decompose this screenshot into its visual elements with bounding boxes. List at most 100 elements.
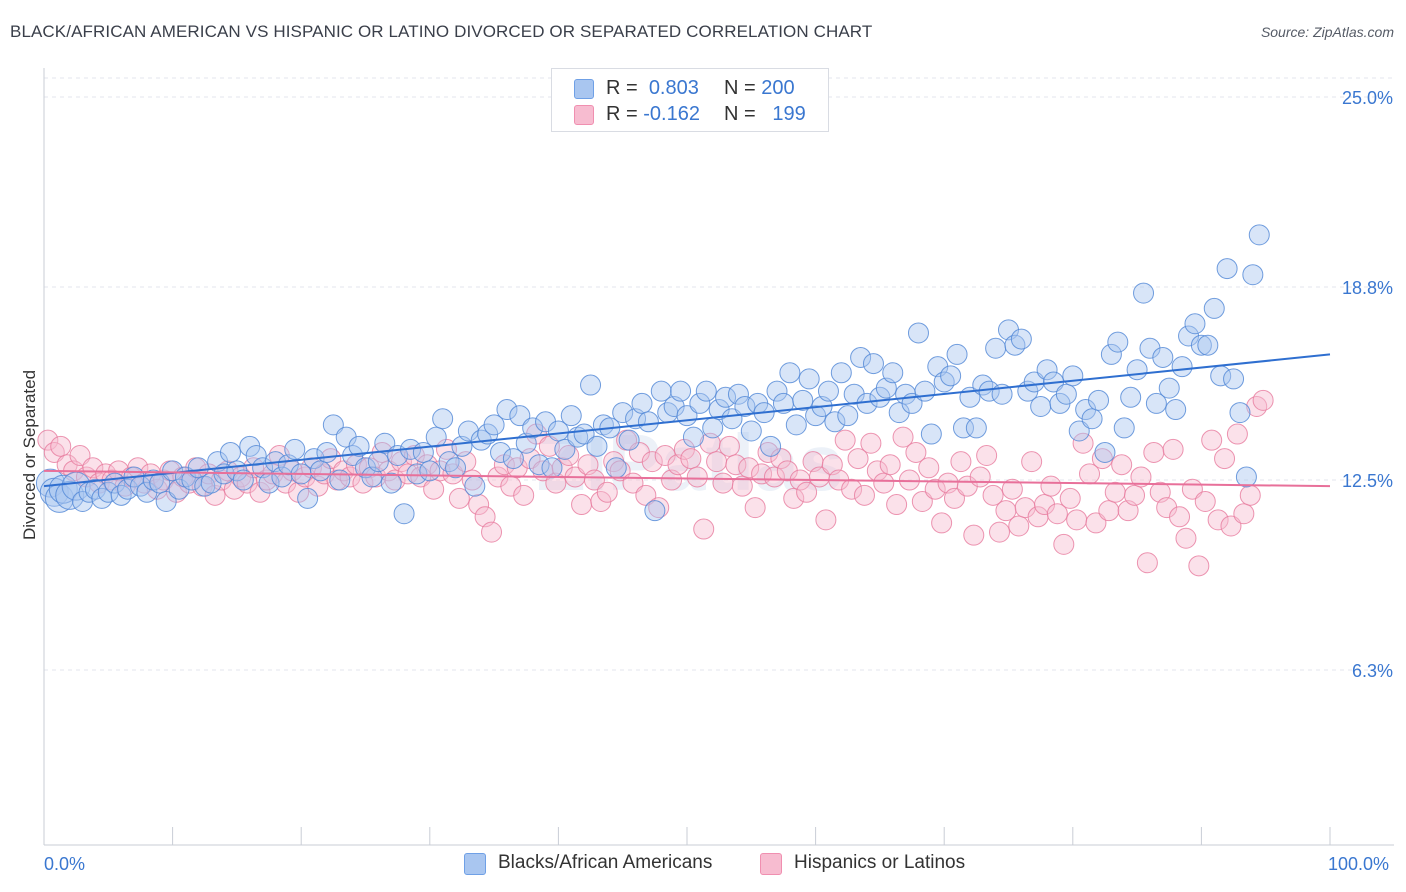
blue-point — [1068, 420, 1090, 442]
pink-point — [738, 457, 760, 479]
pink-point — [307, 475, 329, 497]
pink-point — [1246, 395, 1268, 417]
y-tick-label: 6.3% — [1352, 661, 1393, 681]
blue-point — [1030, 395, 1052, 417]
blue-point — [232, 469, 254, 491]
blue-point — [1023, 371, 1045, 393]
pink-point — [680, 448, 702, 470]
blue-point — [631, 392, 653, 414]
blue-point — [1113, 417, 1135, 439]
blue-point — [380, 472, 402, 494]
pink-point — [796, 481, 818, 503]
blue-point — [1242, 264, 1264, 286]
blue-point — [940, 365, 962, 387]
blue-point — [785, 414, 807, 436]
blue-point — [644, 500, 666, 522]
pink-point — [976, 445, 998, 467]
blue-point — [985, 337, 1007, 359]
pink-point — [1143, 441, 1165, 463]
pink-point — [853, 484, 875, 506]
blue-point — [952, 417, 974, 439]
pink-point — [1111, 454, 1133, 476]
pink-point — [815, 509, 837, 531]
pink-point — [963, 524, 985, 546]
pink-point — [583, 469, 605, 491]
pink-point — [1085, 512, 1107, 534]
legend-swatch-pink — [574, 105, 594, 125]
pink-point — [898, 469, 920, 491]
pink-point — [847, 448, 869, 470]
blue-point — [862, 353, 884, 375]
blue-point — [284, 438, 306, 460]
pink-point — [1124, 484, 1146, 506]
blue-point — [194, 475, 216, 497]
blue-point — [560, 405, 582, 427]
pink-point — [1194, 490, 1216, 512]
pink-point — [924, 478, 946, 500]
pink-point — [686, 466, 708, 488]
blue-point — [316, 441, 338, 463]
blue-point — [695, 380, 717, 402]
pink-point — [596, 481, 618, 503]
blue-point — [779, 362, 801, 384]
blue-point — [760, 435, 782, 457]
blue-point — [650, 380, 672, 402]
pink-point — [834, 429, 856, 451]
pink-point — [1066, 509, 1088, 531]
pink-point — [712, 472, 734, 494]
blue-point — [438, 451, 460, 473]
pink-point — [1001, 478, 1023, 500]
blue-point — [715, 386, 737, 408]
trend-line-blue — [43, 353, 1331, 488]
blue-point — [850, 346, 872, 368]
blue-point — [490, 441, 512, 463]
blue-point — [682, 426, 704, 448]
y-axis-label: Divorced or Separated — [20, 369, 39, 541]
pink-point — [641, 451, 663, 473]
pink-point — [1188, 555, 1210, 577]
pink-point — [731, 475, 753, 497]
blue-point — [1120, 386, 1142, 408]
blue-point — [580, 374, 602, 396]
blue-point — [322, 414, 344, 436]
blue-point — [573, 423, 595, 445]
blue-point — [1190, 334, 1212, 356]
blue-point — [1158, 377, 1180, 399]
blue-point — [528, 454, 550, 476]
pink-point — [69, 445, 91, 467]
blue-point — [907, 322, 929, 344]
pink-point — [860, 432, 882, 454]
blue-point — [1145, 392, 1167, 414]
pink-point — [43, 441, 65, 463]
blue-point — [1036, 359, 1058, 381]
pink-point — [558, 445, 580, 467]
series-blacks-points — [35, 224, 1270, 525]
pink-point — [905, 441, 927, 463]
bottom-legend-label-pink: Hispanics or Latinos — [794, 852, 966, 873]
pink-point — [1239, 484, 1261, 506]
blue-point — [766, 380, 788, 402]
pink-point — [1169, 506, 1191, 528]
blue-point — [445, 457, 467, 479]
blue-point — [1216, 258, 1238, 280]
blue-point — [1062, 365, 1084, 387]
blue-point — [586, 435, 608, 457]
pink-point — [763, 466, 785, 488]
pink-point — [1008, 515, 1030, 537]
trend-line-pink — [43, 469, 1331, 488]
blue-point — [965, 417, 987, 439]
blue-point — [1133, 282, 1155, 304]
blue-point — [496, 399, 518, 421]
pink-point — [1072, 432, 1094, 454]
pink-point — [879, 454, 901, 476]
blue-point — [1171, 356, 1193, 378]
blue-point — [406, 463, 428, 485]
pink-point — [1214, 448, 1236, 470]
legend-n-value-pink: 199 — [772, 103, 806, 125]
blue-point — [740, 420, 762, 442]
pink-point — [468, 494, 490, 516]
blue-point — [830, 362, 852, 384]
pink-point — [571, 494, 593, 516]
blue-point — [1010, 328, 1032, 350]
blue-point — [425, 426, 447, 448]
